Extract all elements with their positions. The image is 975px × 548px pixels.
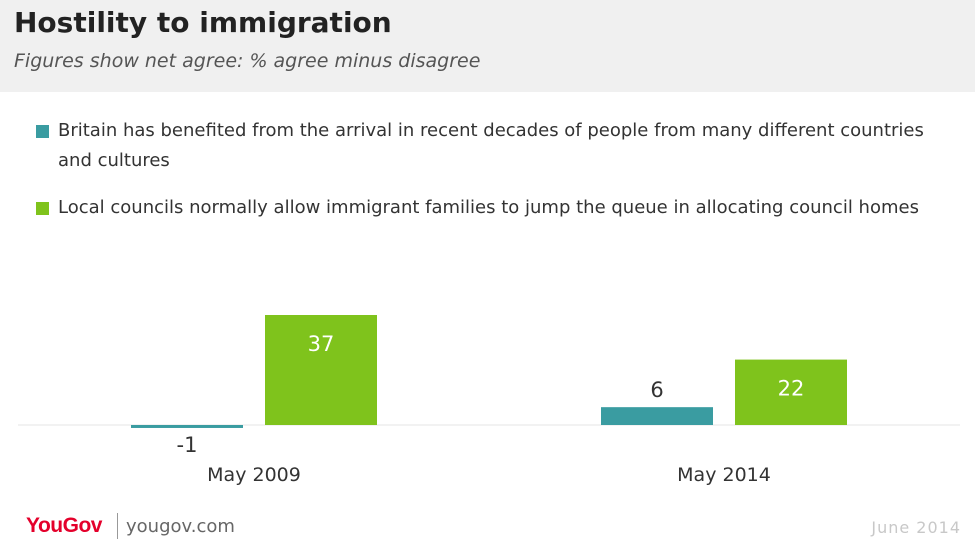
category-label-2: May 2014 — [677, 464, 771, 486]
bar-1-1 — [131, 425, 243, 428]
legend-item-series-2: Local councils normally allow immigrant … — [36, 193, 956, 223]
header-band: Hostility to immigration Figures show ne… — [0, 0, 975, 92]
legend-label-series-2: Local councils normally allow immigrant … — [58, 197, 919, 218]
legend-label-series-1: Britain has benefited from the arrival i… — [58, 120, 924, 171]
bar-2-2 — [735, 359, 847, 425]
yougov-logo: YouGov — [26, 514, 102, 537]
legend-swatch-series-2 — [36, 202, 49, 215]
bar-chart: -1 37 May 2009 6 22 May 2014 — [18, 315, 960, 486]
chart-title: Hostility to immigration — [14, 6, 392, 39]
value-label-1-2: 6 — [650, 378, 663, 402]
category-label-1: May 2009 — [207, 464, 301, 486]
footer-url: yougov.com — [126, 516, 235, 537]
legend-swatch-series-1 — [36, 125, 49, 138]
legend: Britain has benefited from the arrival i… — [36, 116, 956, 240]
footer-date: June 2014 — [871, 518, 961, 537]
value-label-2-1: 37 — [308, 332, 335, 356]
chart-subtitle: Figures show net agree: % agree minus di… — [14, 50, 481, 72]
bar-2-1 — [265, 315, 377, 425]
bar-1-2 — [601, 407, 713, 425]
value-label-2-2: 22 — [778, 377, 805, 401]
value-label-1-1: -1 — [177, 433, 198, 457]
footer-separator — [117, 513, 118, 539]
legend-item-series-1: Britain has benefited from the arrival i… — [36, 116, 956, 176]
